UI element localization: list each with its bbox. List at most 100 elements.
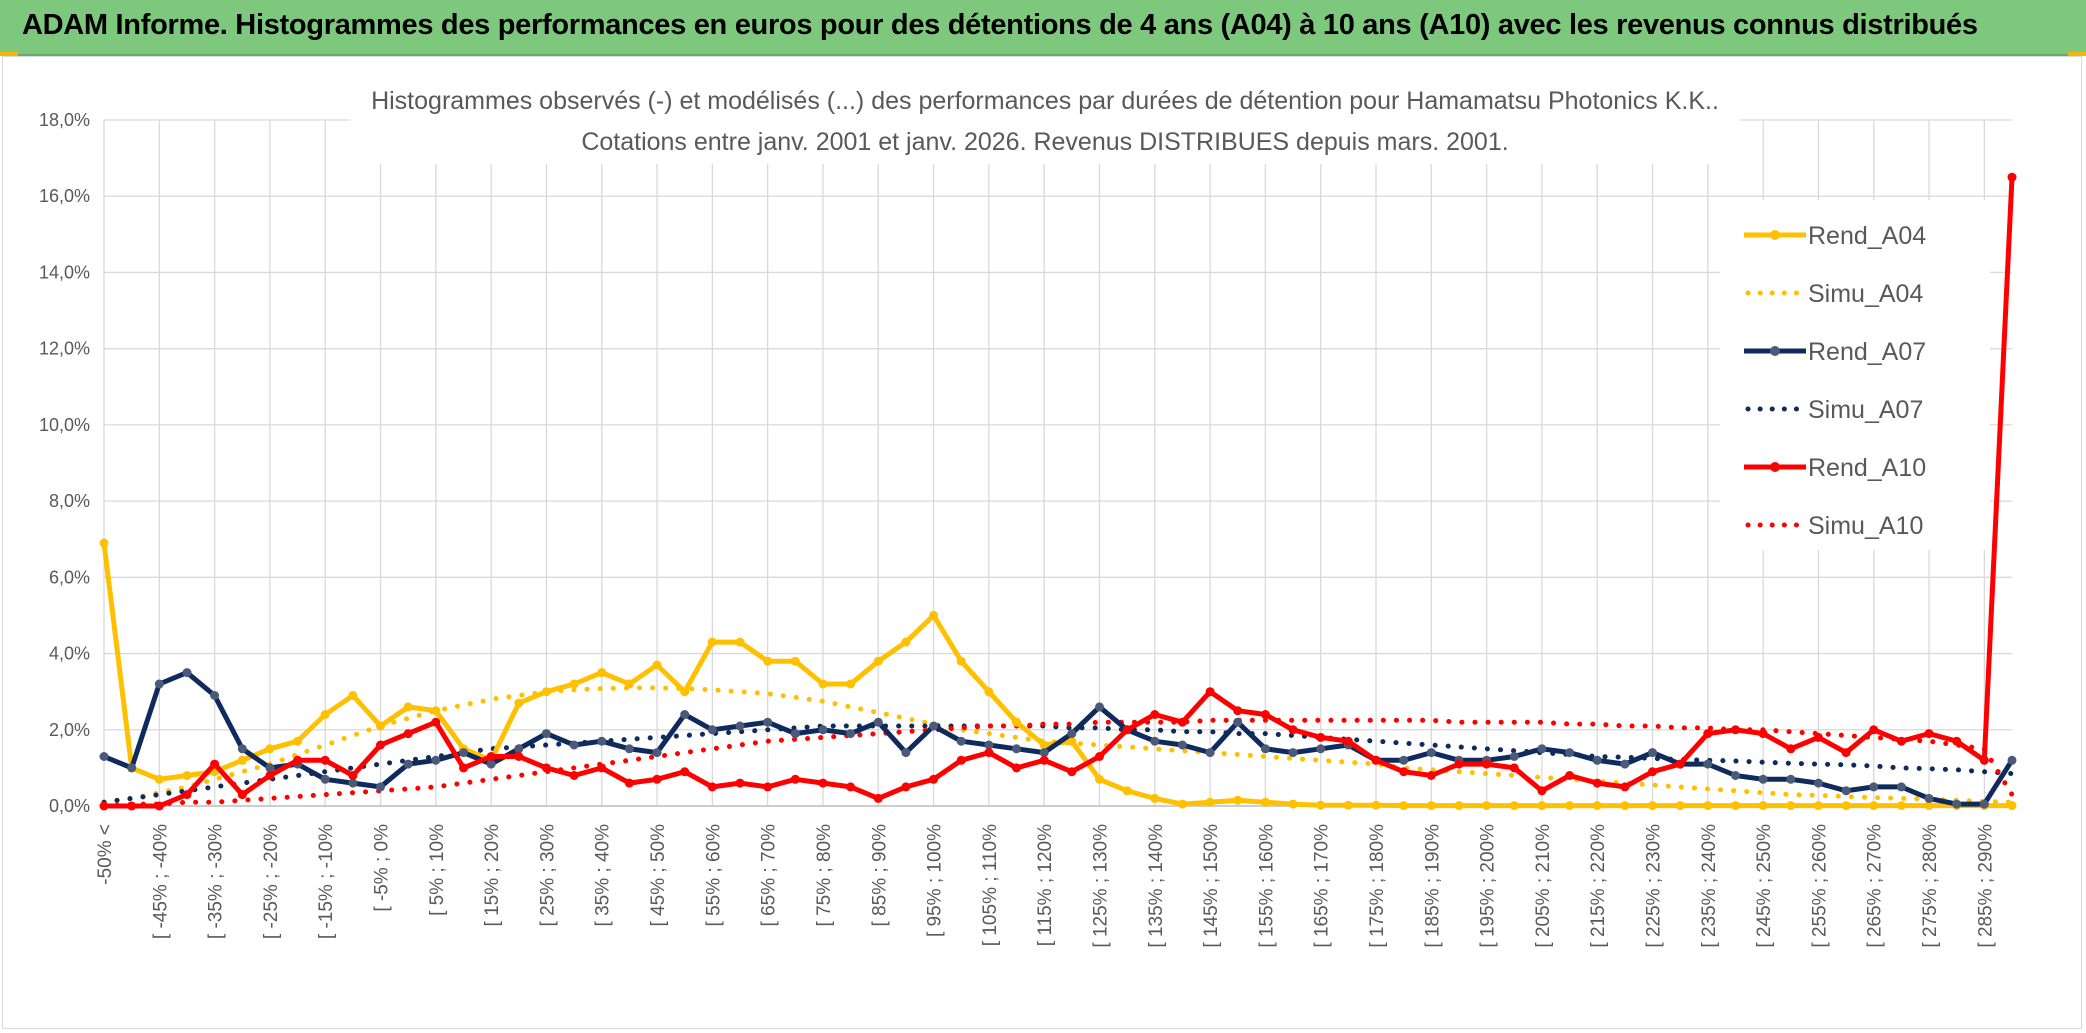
data-point [1316, 732, 1326, 742]
x-tick-label: [ 55% ; 60% [703, 824, 724, 927]
x-tick-label: [ 105% ; 110% [980, 824, 1001, 946]
data-point [790, 729, 800, 739]
data-point [652, 774, 662, 784]
data-point [99, 752, 109, 761]
data-point [1592, 801, 1602, 811]
legend-item: Simu_A07 [1745, 396, 1923, 424]
data-point [376, 721, 385, 731]
data-point [1675, 801, 1685, 811]
data-point [707, 782, 717, 792]
x-tick-label: [ 15% ; 20% [482, 824, 503, 927]
data-point [818, 679, 828, 689]
corner-accent-right [2068, 52, 2086, 56]
chart-title-line-1: Histogrammes observés (-) et modélisés (… [371, 87, 1719, 115]
y-tick-label: 12,0% [39, 339, 90, 359]
y-tick-label: 4,0% [49, 644, 90, 664]
legend-marker [1770, 346, 1780, 356]
data-point [956, 736, 966, 746]
x-tick-label: [ 135% ; 140% [1146, 824, 1167, 948]
chart-title-line-2: Cotations entre janv. 2001 et janv. 2026… [581, 128, 1508, 156]
data-point [1177, 717, 1187, 727]
data-point [1150, 793, 1160, 803]
data-point [237, 744, 247, 754]
data-point [1426, 748, 1436, 758]
data-point [1648, 767, 1657, 777]
legend-label: Rend_A04 [1808, 222, 1926, 250]
series-simu-a10 [101, 717, 2015, 809]
data-point [1316, 744, 1326, 754]
x-tick-label: [ 25% ; 30% [537, 824, 558, 927]
data-point [1869, 801, 1879, 811]
data-point [1703, 759, 1713, 769]
data-point [1205, 748, 1215, 758]
data-point [1786, 744, 1796, 754]
data-point [846, 729, 856, 739]
series-simu-a07 [101, 723, 2015, 805]
x-tick-label: [ 225% ; 230% [1644, 824, 1665, 948]
data-point [1869, 782, 1879, 792]
data-point [1813, 778, 1823, 788]
data-point [1565, 771, 1575, 780]
data-point [459, 763, 468, 773]
data-point [1731, 725, 1740, 735]
chart-legend: Rend_A04 Simu_A04 Rend_A07 Simu_A07 Rend_A10… [1720, 200, 1990, 550]
data-point [569, 740, 579, 750]
data-point [99, 538, 109, 548]
data-point [1813, 732, 1823, 742]
x-tick-label: [ 265% ; 270% [1865, 824, 1886, 948]
series-rend-a04 [99, 538, 2017, 811]
data-point [486, 759, 496, 769]
x-tick-label: [ -5% ; 0% [372, 824, 393, 912]
data-point [1260, 710, 1270, 719]
data-point [1095, 774, 1104, 784]
corner-accent-left [0, 52, 18, 56]
data-point [735, 778, 745, 788]
series-line [103, 670, 2015, 807]
data-point [1731, 801, 1740, 811]
data-point [1979, 799, 1989, 809]
data-point [846, 782, 856, 792]
data-point [1952, 799, 1962, 809]
data-point [984, 740, 994, 750]
data-point [431, 755, 441, 765]
legend-item: Rend_A07 [1744, 338, 1926, 366]
x-tick-label: [ -35% ; -30% [206, 824, 227, 939]
data-point [237, 790, 247, 800]
data-point [1150, 736, 1160, 746]
series-rend-a07 [99, 668, 2017, 809]
data-point [99, 801, 109, 811]
data-point [403, 729, 413, 739]
x-tick-label: [ 275% ; 280% [1920, 824, 1941, 948]
data-point [569, 679, 579, 689]
data-point [1758, 729, 1768, 739]
report-title: ADAM Informe. Histogrammes des performan… [22, 9, 1978, 41]
data-point [597, 668, 607, 678]
report-banner: ADAM Informe. Histogrammes des performan… [0, 0, 2086, 56]
x-tick-label: [ 205% ; 210% [1533, 824, 1554, 948]
data-point [514, 698, 524, 708]
data-point [403, 702, 413, 712]
legend-marker [1770, 230, 1780, 240]
data-point [1177, 740, 1187, 750]
data-point [1067, 736, 1077, 746]
data-point [1399, 767, 1409, 777]
legend-item: Rend_A04 [1744, 222, 1926, 250]
legend-item: Rend_A10 [1744, 454, 1926, 482]
data-point [348, 771, 358, 780]
data-point [265, 763, 275, 773]
x-tick-label: [ 245% ; 250% [1754, 824, 1775, 948]
data-point [624, 744, 634, 754]
data-point [293, 755, 303, 765]
data-point [1869, 725, 1879, 735]
data-point [1565, 801, 1575, 811]
data-point [376, 782, 385, 792]
data-point [873, 717, 883, 727]
x-tick-label: [ 125% ; 130% [1090, 824, 1111, 948]
data-point [790, 774, 800, 784]
data-point [652, 660, 662, 670]
data-point [901, 782, 911, 792]
data-point [1067, 729, 1077, 739]
data-point [486, 752, 496, 761]
data-point [1095, 752, 1104, 761]
data-point [1288, 799, 1298, 809]
